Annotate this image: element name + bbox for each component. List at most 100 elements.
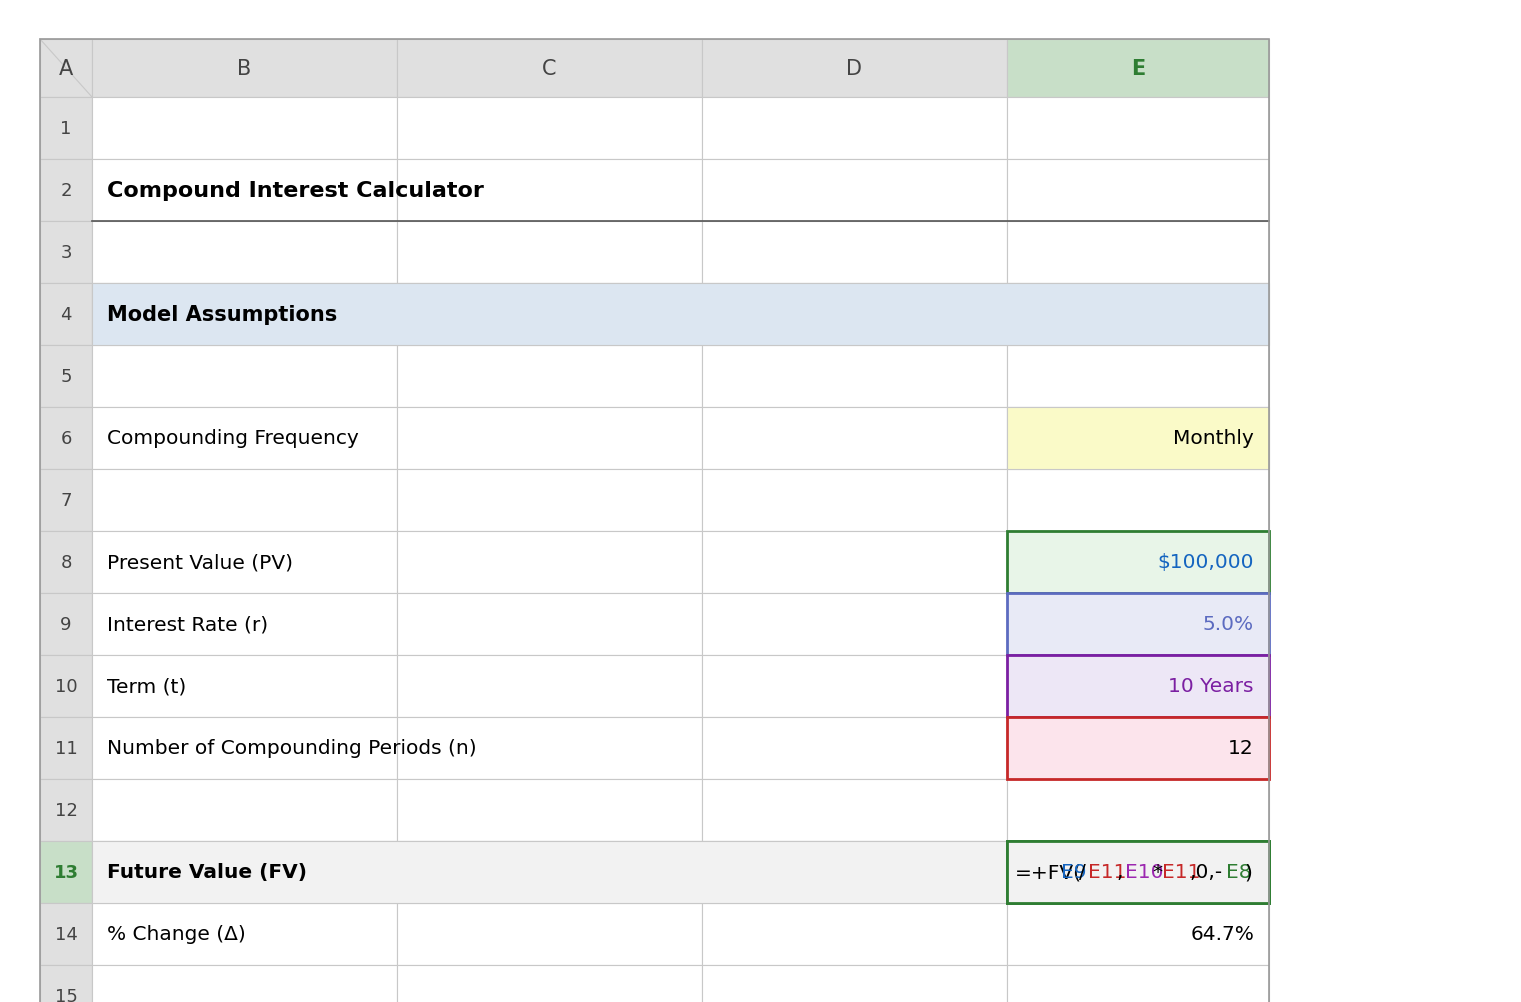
Bar [1007, 780, 1269, 841]
Bar [397, 160, 703, 221]
Bar [397, 965, 703, 1002]
Text: 12: 12 [1229, 738, 1253, 758]
Bar [1007, 841, 1269, 903]
Text: 5: 5 [61, 368, 71, 386]
Bar [91, 284, 397, 346]
Text: ,0,-: ,0,- [1189, 863, 1223, 882]
Bar [91, 470, 397, 531]
Bar [91, 98, 397, 160]
Text: /: / [1080, 863, 1086, 882]
Text: 15: 15 [55, 987, 78, 1002]
Bar [397, 284, 703, 346]
Bar [40, 965, 91, 1002]
Bar [1007, 593, 1269, 655]
Bar [91, 841, 397, 903]
Bar [40, 40, 91, 98]
Text: 2: 2 [61, 181, 71, 199]
Text: B: B [237, 59, 251, 79]
Bar [1007, 965, 1269, 1002]
Bar [703, 903, 1007, 965]
Bar [40, 593, 91, 655]
Text: ): ) [1244, 863, 1253, 882]
Text: 11: 11 [55, 739, 78, 758]
Bar [703, 346, 1007, 408]
Text: *: * [1153, 863, 1164, 882]
Bar [397, 655, 703, 717]
Text: 64.7%: 64.7% [1189, 925, 1253, 944]
Bar [40, 346, 91, 408]
Text: ,: , [1116, 863, 1122, 882]
Text: 6: 6 [61, 430, 71, 448]
Text: E: E [1132, 59, 1145, 79]
Bar [1007, 408, 1269, 470]
Text: 14: 14 [55, 925, 78, 943]
Bar [40, 40, 91, 98]
Bar [40, 470, 91, 531]
Bar [91, 40, 397, 98]
Bar [397, 780, 703, 841]
Bar [703, 841, 1007, 903]
Bar [397, 593, 703, 655]
Bar [1007, 40, 1269, 98]
Bar [91, 965, 397, 1002]
Text: C: C [543, 59, 557, 79]
Bar [397, 903, 703, 965]
Bar [40, 98, 91, 160]
Bar [91, 841, 1269, 903]
Bar [1007, 408, 1269, 470]
Bar [91, 593, 397, 655]
Text: 4: 4 [61, 306, 71, 324]
Text: =+FV(: =+FV( [1015, 863, 1081, 882]
Bar [1007, 346, 1269, 408]
Bar [1007, 531, 1269, 593]
Bar [40, 284, 91, 346]
Bar [703, 655, 1007, 717]
Text: $100,000: $100,000 [1157, 553, 1253, 572]
Text: Term (t): Term (t) [106, 676, 186, 695]
Bar [91, 160, 397, 221]
Bar [703, 780, 1007, 841]
Bar [40, 40, 1269, 1002]
Bar [703, 40, 1007, 98]
Bar [397, 470, 703, 531]
Bar [40, 221, 91, 284]
Bar [40, 531, 91, 593]
Text: E11: E11 [1089, 863, 1127, 882]
Bar [1007, 655, 1269, 717]
Bar [1007, 841, 1269, 903]
Text: 8: 8 [61, 553, 71, 571]
Bar [703, 284, 1007, 346]
Text: E9: E9 [1060, 863, 1086, 882]
Bar [397, 40, 703, 98]
Text: Model Assumptions: Model Assumptions [106, 305, 338, 325]
Bar [1007, 531, 1269, 593]
Bar [91, 221, 397, 284]
Text: A: A [59, 59, 73, 79]
Text: Monthly: Monthly [1173, 429, 1253, 448]
Bar [703, 408, 1007, 470]
Text: 3: 3 [61, 243, 71, 262]
Bar [1007, 717, 1269, 780]
Bar [91, 346, 397, 408]
Bar [703, 965, 1007, 1002]
Bar [397, 841, 703, 903]
Text: % Change (Δ): % Change (Δ) [106, 925, 246, 944]
Text: Compounding Frequency: Compounding Frequency [106, 429, 359, 448]
Bar [703, 593, 1007, 655]
Bar [91, 717, 397, 780]
Bar [1007, 470, 1269, 531]
Bar [40, 717, 91, 780]
Bar [397, 408, 703, 470]
Bar [397, 346, 703, 408]
Text: Future Value (FV): Future Value (FV) [106, 863, 307, 882]
Text: E11: E11 [1162, 863, 1200, 882]
Bar [1007, 903, 1269, 965]
Text: 9: 9 [61, 615, 71, 633]
Bar [1007, 160, 1269, 221]
Text: 13: 13 [53, 863, 79, 881]
Text: E8: E8 [1226, 863, 1252, 882]
Bar [40, 841, 91, 903]
Bar [703, 470, 1007, 531]
Bar [703, 160, 1007, 221]
Bar [1007, 593, 1269, 655]
